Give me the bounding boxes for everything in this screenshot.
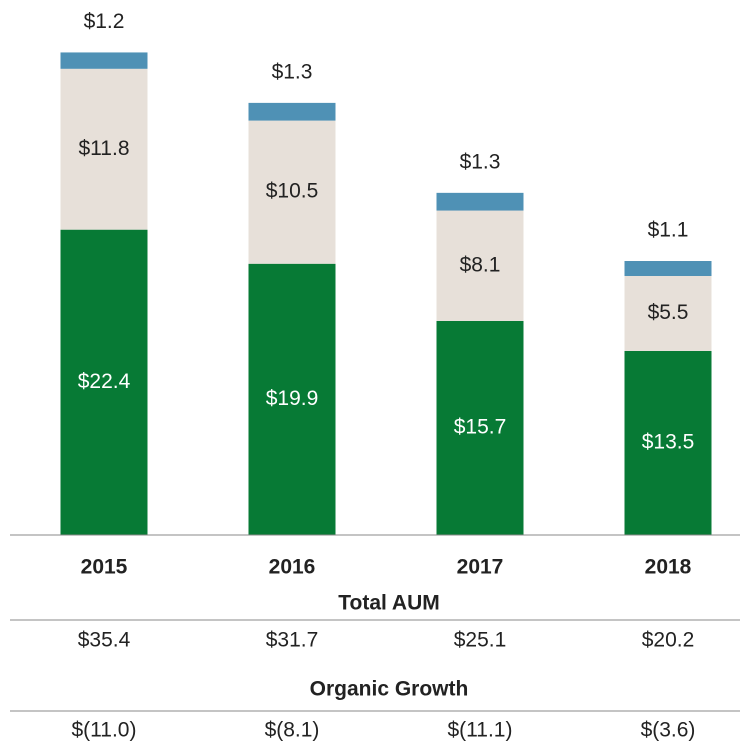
table-value: $31.7 bbox=[266, 629, 319, 652]
table-value: $(11.0) bbox=[72, 719, 137, 742]
table-value: $35.4 bbox=[78, 629, 131, 652]
data-label: $22.4 bbox=[78, 370, 131, 393]
bar-segment bbox=[248, 263, 336, 535]
table-value: $25.1 bbox=[454, 629, 507, 652]
bar-segment bbox=[60, 52, 148, 69]
data-label: $19.9 bbox=[266, 387, 319, 410]
bar-segment bbox=[436, 210, 524, 321]
data-label: $8.1 bbox=[460, 253, 501, 276]
data-label: $1.3 bbox=[272, 60, 313, 83]
table-title: Organic Growth bbox=[310, 678, 469, 701]
data-label: $10.5 bbox=[266, 180, 319, 203]
bar-segment bbox=[248, 120, 336, 264]
data-label: $13.5 bbox=[642, 431, 695, 454]
data-label: $1.2 bbox=[84, 10, 125, 33]
x-tick-label: 2016 bbox=[269, 556, 316, 579]
table-value: $20.2 bbox=[642, 629, 695, 652]
bar-segment bbox=[248, 102, 336, 121]
bar-segment bbox=[436, 320, 524, 535]
table-value: $(11.1) bbox=[448, 719, 513, 742]
bar-segment bbox=[624, 276, 712, 351]
bar-segment bbox=[60, 229, 148, 535]
x-tick-label: 2015 bbox=[81, 556, 128, 579]
bar-segment bbox=[624, 261, 712, 276]
bar-segment bbox=[60, 68, 148, 230]
table-value: $(8.1) bbox=[265, 719, 320, 742]
x-tick-label: 2018 bbox=[645, 556, 692, 579]
data-label: $1.3 bbox=[460, 150, 501, 173]
bar-segment bbox=[436, 192, 524, 211]
data-label: $11.8 bbox=[79, 137, 130, 160]
bar-segment bbox=[624, 350, 712, 535]
x-tick-label: 2017 bbox=[457, 556, 504, 579]
table-title: Total AUM bbox=[338, 592, 439, 615]
data-label: $15.7 bbox=[454, 416, 507, 439]
table-value: $(3.6) bbox=[641, 719, 696, 742]
data-label: $5.5 bbox=[648, 301, 689, 324]
data-label: $1.1 bbox=[648, 219, 689, 242]
